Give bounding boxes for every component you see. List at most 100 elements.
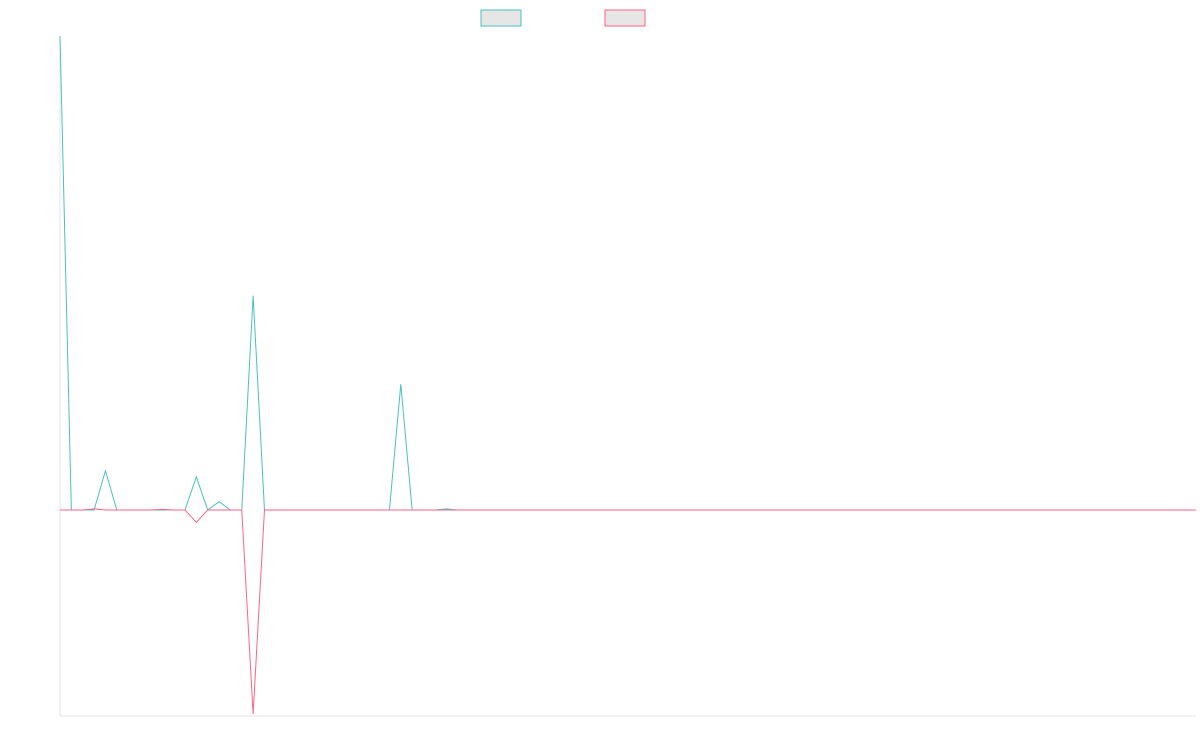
series-1-point-20[interactable] — [283, 506, 291, 514]
series-1-point-83[interactable] — [999, 506, 1007, 514]
series-1-point-98[interactable] — [1169, 506, 1177, 514]
series-1-point-66[interactable] — [806, 506, 814, 514]
series-1-point-15[interactable] — [226, 506, 234, 514]
series-1-point-31[interactable] — [408, 506, 416, 514]
series-1-point-63[interactable] — [772, 506, 780, 514]
series-1-point-36[interactable] — [465, 506, 473, 514]
series-1-point-23[interactable] — [317, 506, 325, 514]
series-1-point-58[interactable] — [715, 506, 723, 514]
series-1-point-5[interactable] — [113, 506, 121, 514]
series-1-point-91[interactable] — [1090, 506, 1098, 514]
series-1-point-72[interactable] — [874, 506, 882, 514]
series-1-point-1[interactable] — [67, 506, 75, 514]
series-1-point-26[interactable] — [351, 506, 359, 514]
series-1-point-95[interactable] — [1135, 506, 1143, 514]
series-1-point-100[interactable] — [1192, 506, 1200, 514]
series-1-point-32[interactable] — [420, 506, 428, 514]
series-1-point-7[interactable] — [136, 506, 144, 514]
series-0-point-14[interactable] — [215, 498, 223, 506]
series-0-point-4[interactable] — [101, 467, 109, 475]
series-1-point-88[interactable] — [1056, 506, 1064, 514]
series-1-point-54[interactable] — [669, 506, 677, 514]
series-1-point-14[interactable] — [215, 506, 223, 514]
series-1-point-76[interactable] — [919, 506, 927, 514]
series-1-point-29[interactable] — [385, 506, 393, 514]
series-1-point-28[interactable] — [374, 506, 382, 514]
legend-swatch-pink[interactable] — [604, 9, 646, 27]
series-1-point-41[interactable] — [522, 506, 530, 514]
series-1-point-49[interactable] — [613, 506, 621, 514]
series-1-point-21[interactable] — [295, 506, 303, 514]
series-1-point-77[interactable] — [931, 506, 939, 514]
series-1-point-94[interactable] — [1124, 506, 1132, 514]
series-1-point-12[interactable] — [192, 518, 200, 526]
series-1-point-33[interactable] — [431, 506, 439, 514]
series-1-point-9[interactable] — [158, 505, 166, 513]
series-1-point-22[interactable] — [306, 506, 314, 514]
series-1-point-90[interactable] — [1078, 506, 1086, 514]
series-1-point-37[interactable] — [476, 506, 484, 514]
series-1-point-81[interactable] — [976, 506, 984, 514]
series-1-point-84[interactable] — [1010, 506, 1018, 514]
series-1-point-2[interactable] — [79, 506, 87, 514]
series-1-point-96[interactable] — [1147, 506, 1155, 514]
series-1-point-47[interactable] — [590, 506, 598, 514]
series-1-point-68[interactable] — [828, 506, 836, 514]
series-1-point-11[interactable] — [181, 506, 189, 514]
series-1-point-16[interactable] — [238, 506, 246, 514]
series-1-point-64[interactable] — [783, 506, 791, 514]
series-1-point-10[interactable] — [170, 506, 178, 514]
series-1-point-62[interactable] — [760, 506, 768, 514]
series-1-point-67[interactable] — [817, 506, 825, 514]
series-1-point-89[interactable] — [1067, 506, 1075, 514]
series-1-point-53[interactable] — [658, 506, 666, 514]
series-1-point-48[interactable] — [601, 506, 609, 514]
series-1-point-3[interactable] — [90, 505, 98, 513]
series-1-point-97[interactable] — [1158, 506, 1166, 514]
series-1-point-19[interactable] — [272, 506, 280, 514]
series-1-point-85[interactable] — [1022, 506, 1030, 514]
series-1-point-87[interactable] — [1044, 506, 1052, 514]
series-0-point-30[interactable] — [397, 380, 405, 388]
series-1-point-86[interactable] — [1033, 506, 1041, 514]
series-0-point-12[interactable] — [192, 473, 200, 481]
series-1-point-42[interactable] — [533, 506, 541, 514]
series-1-point-51[interactable] — [635, 506, 643, 514]
series-1-point-82[interactable] — [988, 506, 996, 514]
series-0-point-17[interactable] — [249, 292, 257, 300]
series-1-point-38[interactable] — [488, 506, 496, 514]
series-1-point-93[interactable] — [1112, 506, 1120, 514]
series-1-point-80[interactable] — [965, 506, 973, 514]
series-1-point-65[interactable] — [794, 506, 802, 514]
series-1-point-4[interactable] — [101, 506, 109, 514]
series-1-point-60[interactable] — [738, 506, 746, 514]
series-1-point-99[interactable] — [1181, 506, 1189, 514]
series-1-point-34[interactable] — [442, 506, 450, 514]
series-1-point-50[interactable] — [624, 506, 632, 514]
series-1-point-43[interactable] — [544, 506, 552, 514]
series-1-point-27[interactable] — [363, 506, 371, 514]
series-1-point-8[interactable] — [147, 506, 155, 514]
series-1-point-39[interactable] — [499, 506, 507, 514]
series-0-point-0[interactable] — [56, 32, 64, 40]
series-1-point-74[interactable] — [897, 506, 905, 514]
series-1-point-59[interactable] — [726, 506, 734, 514]
series-1-point-61[interactable] — [749, 506, 757, 514]
series-1-point-79[interactable] — [953, 506, 961, 514]
series-1-point-18[interactable] — [260, 506, 268, 514]
series-1-point-57[interactable] — [704, 506, 712, 514]
series-1-point-69[interactable] — [840, 506, 848, 514]
series-1-point-0[interactable] — [56, 506, 64, 514]
series-1-point-6[interactable] — [124, 506, 132, 514]
series-1-point-75[interactable] — [908, 506, 916, 514]
series-1-point-56[interactable] — [692, 506, 700, 514]
series-1-point-25[interactable] — [340, 506, 348, 514]
series-1-point-24[interactable] — [329, 506, 337, 514]
series-1-point-13[interactable] — [204, 506, 212, 514]
series-1-point-40[interactable] — [510, 506, 518, 514]
series-1-point-52[interactable] — [647, 506, 655, 514]
series-1-point-78[interactable] — [942, 506, 950, 514]
series-1-point-46[interactable] — [579, 506, 587, 514]
series-1-point-55[interactable] — [681, 506, 689, 514]
series-1-point-35[interactable] — [454, 506, 462, 514]
